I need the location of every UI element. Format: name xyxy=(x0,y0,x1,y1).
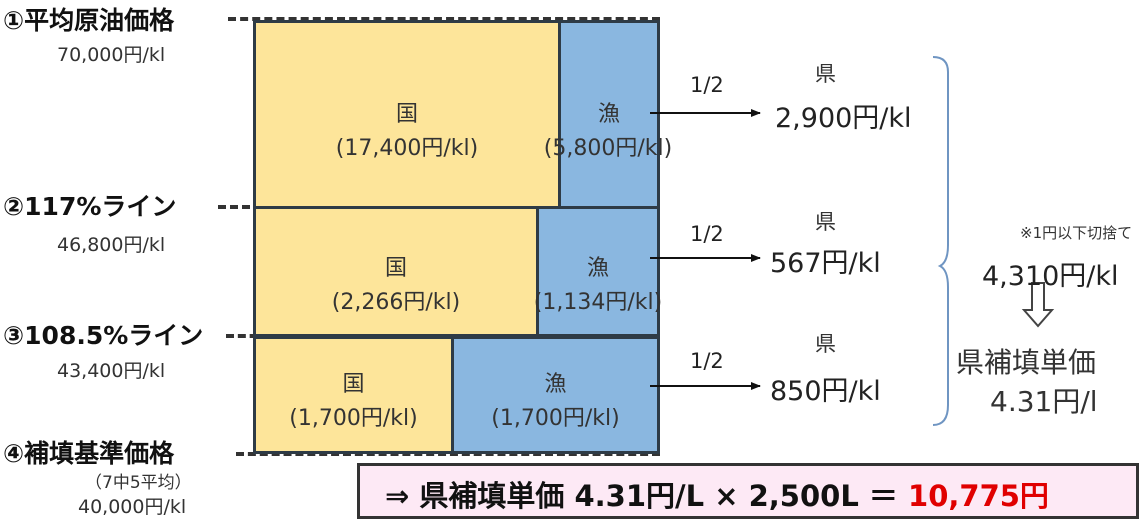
level-4-price: 40,000円/kl xyxy=(78,496,187,518)
total-amount: 4,310円/kl xyxy=(982,261,1119,292)
unit-price-value: 4.31円/l xyxy=(990,385,1098,418)
fraction-tier-2: 1/2 xyxy=(690,222,724,246)
gyo-label-tier-1: 漁 xyxy=(597,102,620,127)
formula-result: 10,775円 xyxy=(908,479,1049,513)
koku-box-tier-1 xyxy=(253,20,561,209)
gyo-label-tier-2: 漁 xyxy=(586,256,609,281)
formula-box: ⇒ 県補填単価 4.31円/L × 2,500L ＝ 10,775円 xyxy=(357,463,1139,519)
level-1-title: ①平均原油価格 xyxy=(3,6,175,35)
ken-label-tier-2: 県 xyxy=(815,210,836,234)
gyo-value-tier-3: (1,700円/kl) xyxy=(491,406,620,431)
level-4-title: ④補填基準価格 xyxy=(3,439,175,468)
truncation-note: ※1円以下切捨て xyxy=(1020,224,1133,242)
level-4-note: （7中5平均） xyxy=(85,473,192,493)
koku-value-tier-2: (2,266円/kl) xyxy=(331,290,461,315)
gyo-value-tier-1: (5,800円/kl) xyxy=(543,136,673,161)
gyo-value-tier-2: (1,134円/kl) xyxy=(533,290,663,315)
formula-text: ⇒ 県補填単価 4.31円/L × 2,500L ＝ xyxy=(385,479,909,513)
gyo-box-tier-1 xyxy=(558,20,660,209)
level-3-title: ③108.5%ライン xyxy=(3,321,204,350)
gyo-box-tier-2 xyxy=(536,206,660,337)
ken-amount-tier-3: 850円/kl xyxy=(770,376,881,407)
koku-label-tier-1: 国 xyxy=(395,102,418,127)
koku-label-tier-3: 国 xyxy=(342,372,365,397)
ken-label-tier-3: 県 xyxy=(815,332,836,356)
koku-label-tier-2: 国 xyxy=(384,256,407,281)
dashed-line-level-1 xyxy=(228,17,660,21)
unit-price-title: 県補填単価 xyxy=(956,346,1097,379)
fraction-tier-3: 1/2 xyxy=(690,349,724,373)
ken-amount-tier-2: 567円/kl xyxy=(770,248,881,279)
fraction-tier-1: 1/2 xyxy=(690,73,724,97)
ken-amount-tier-1: 2,900円/kl xyxy=(775,103,912,134)
koku-value-tier-3: (1,700円/kl) xyxy=(289,406,418,431)
gyo-box-tier-3 xyxy=(451,336,660,454)
koku-box-tier-2 xyxy=(253,206,539,337)
ken-label-tier-1: 県 xyxy=(815,62,836,86)
right-brace-icon xyxy=(932,56,949,426)
level-2-title: ②117%ライン xyxy=(3,192,177,221)
level-3-price: 43,400円/kl xyxy=(57,360,166,382)
level-2-price: 46,800円/kl xyxy=(57,234,166,256)
gyo-label-tier-3: 漁 xyxy=(544,372,567,397)
dashed-line-level-4 xyxy=(236,452,660,456)
hollow-down-arrow-icon xyxy=(1021,282,1055,328)
level-1-price: 70,000円/kl xyxy=(57,44,166,66)
koku-value-tier-1: (17,400円/kl) xyxy=(335,136,479,161)
